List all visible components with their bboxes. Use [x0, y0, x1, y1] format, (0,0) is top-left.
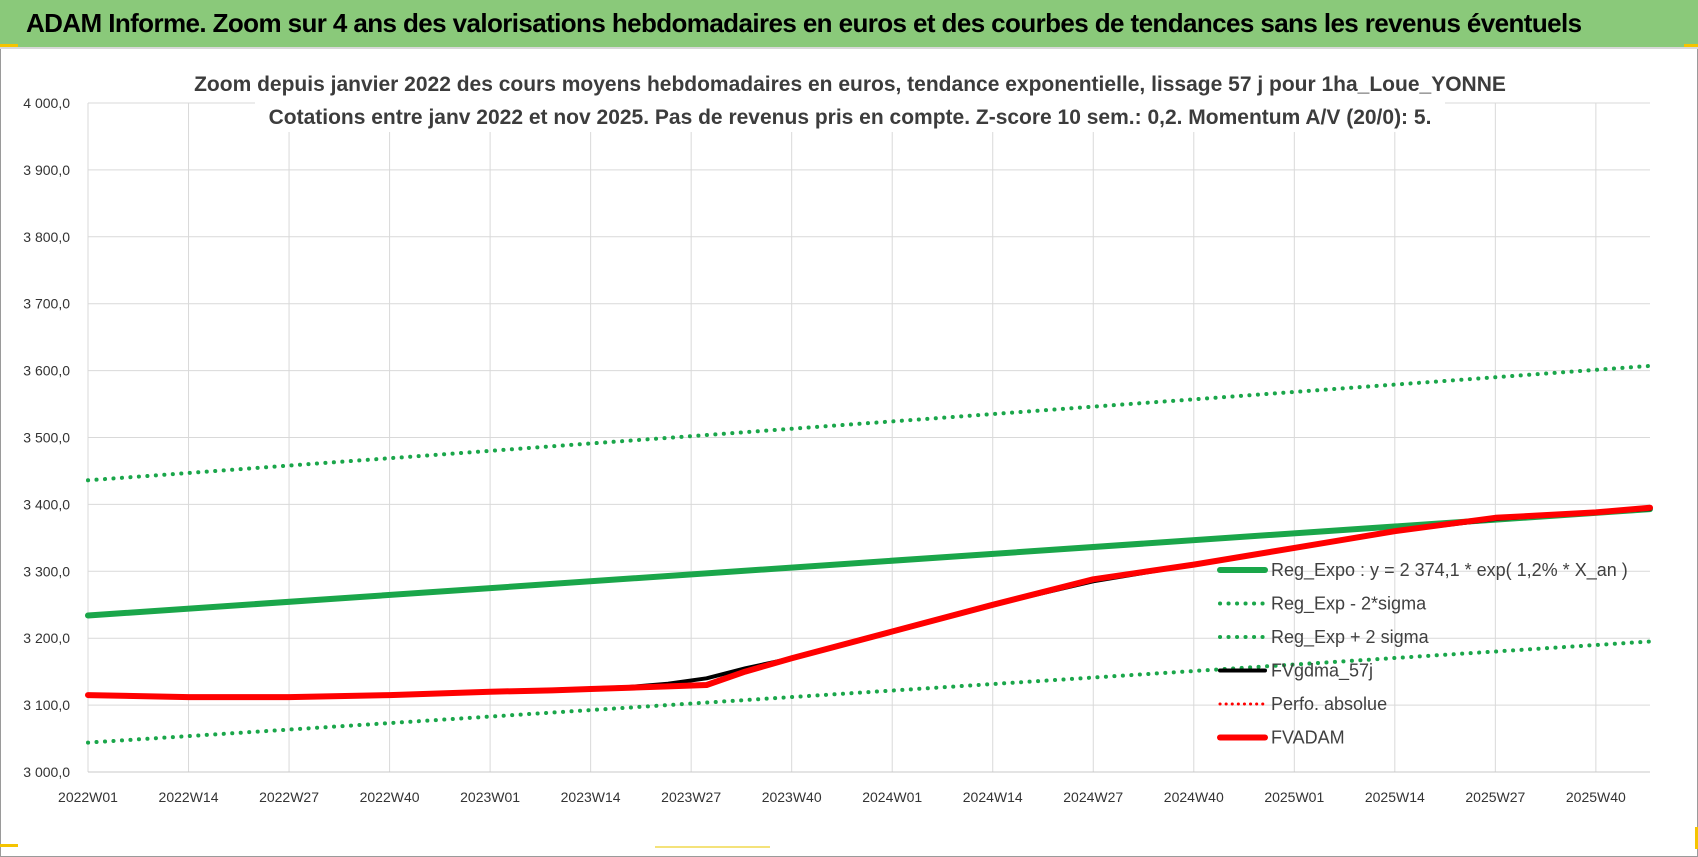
y-tick-label: 3 200,0: [23, 630, 70, 646]
y-tick-label: 3 900,0: [23, 162, 70, 178]
series-line-reg-expo-y-2-374-1-exp-1-2-x-an: [85, 506, 1653, 619]
x-tick-label: 2023W01: [460, 789, 520, 805]
grid-lines: [87, 102, 1650, 773]
x-tick-label: 2023W40: [762, 789, 822, 805]
x-tick-label: 2025W01: [1264, 789, 1324, 805]
banner-title: ADAM Informe. Zoom sur 4 ans des valoris…: [26, 8, 1582, 38]
x-axis: 2022W01 2022W14 2022W27 2022W40 2023W01 2023W…: [58, 771, 1650, 805]
corner-marker-top-right: [1684, 44, 1698, 47]
series-line-reg-exp-2-sigma: [86, 639, 1652, 745]
legend-label-fvadam: FVADAM: [1271, 728, 1345, 748]
x-tick-label: 2025W40: [1566, 789, 1626, 805]
y-tick-label: 3 100,0: [23, 697, 70, 713]
y-tick-label: 3 800,0: [23, 229, 70, 245]
y-axis: 3 000,0 3 100,0 3 200,0 3 300,0 3 400,0 3 500…: [23, 95, 70, 780]
series-line-fvadam: [85, 504, 1653, 701]
x-tick-label: 2024W40: [1164, 789, 1224, 805]
legend-label-reg-exp-2-sigma: Reg_Exp - 2*sigma: [1271, 594, 1427, 615]
legend-label-reg-exp-2-sigma: Reg_Exp + 2 sigma: [1271, 627, 1430, 648]
legend-label-reg-expo-y-2-374-1-exp-1-2-x-an: Reg_Expo : y = 2 374,1 * exp( 1,2% * X_a…: [1271, 560, 1628, 581]
corner-marker-top-left: [0, 44, 18, 47]
x-tick-label: 2024W01: [862, 789, 922, 805]
legend-label-fvgdma-57j: FVgdma_57j: [1271, 661, 1373, 682]
y-tick-label: 3 300,0: [23, 563, 70, 579]
x-tick-label: 2022W01: [58, 789, 118, 805]
x-tick-label: 2024W14: [963, 789, 1023, 805]
corner-marker-bottom-right: [1695, 827, 1698, 849]
x-tick-label: 2025W14: [1365, 789, 1425, 805]
legend: Reg_Expo : y = 2 374,1 * exp( 1,2% * X_a…: [1217, 560, 1628, 748]
chart-title: Zoom depuis janvier 2022 des cours moyen…: [194, 73, 1506, 96]
x-tick-label: 2024W27: [1063, 789, 1123, 805]
x-tick-label: 2025W27: [1465, 789, 1525, 805]
series-line-reg-exp-2-sigma: [86, 363, 1652, 483]
selection-marker-bottom: [655, 846, 770, 848]
y-tick-label: 3 000,0: [23, 764, 70, 780]
x-tick-label: 2022W40: [360, 789, 420, 805]
header-banner: ADAM Informe. Zoom sur 4 ans des valoris…: [0, 0, 1698, 49]
x-tick-label: 2022W27: [259, 789, 319, 805]
chart-subtitle: Cotations entre janv 2022 et nov 2025. P…: [269, 106, 1432, 129]
y-tick-label: 3 600,0: [23, 363, 70, 379]
y-tick-label: 4 000,0: [23, 95, 70, 111]
y-tick-label: 3 500,0: [23, 430, 70, 446]
x-tick-label: 2022W14: [159, 789, 219, 805]
legend-label-perfo-absolue: Perfo. absolue: [1271, 694, 1387, 714]
corner-marker-bottom-left: [0, 844, 18, 847]
y-tick-label: 3 700,0: [23, 296, 70, 312]
y-tick-label: 3 400,0: [23, 496, 70, 512]
title-background: [255, 64, 1445, 132]
series-layer: [85, 363, 1653, 745]
chart-title-block: Zoom depuis janvier 2022 des cours moyen…: [194, 64, 1506, 132]
x-tick-label: 2023W14: [561, 789, 621, 805]
x-tick-label: 2023W27: [661, 789, 721, 805]
